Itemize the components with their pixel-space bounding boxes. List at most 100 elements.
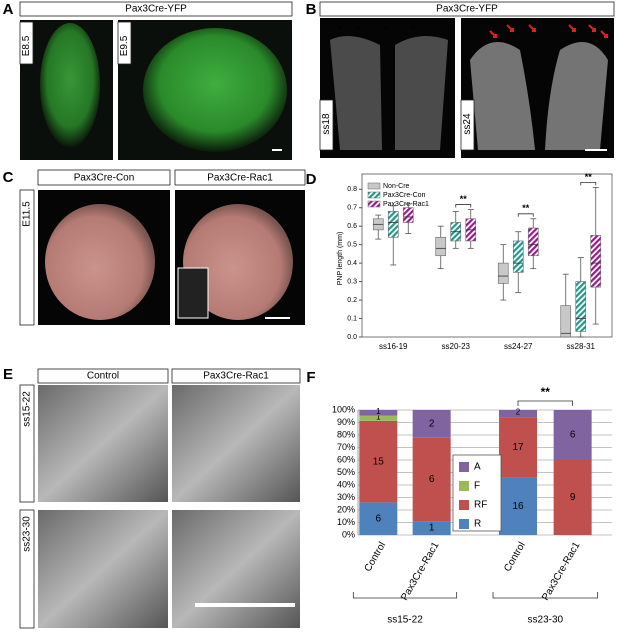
arrow [489,30,497,38]
segment-count: 2 [429,419,435,430]
group-label: ss23-30 [528,615,564,626]
panel-letter: D [306,171,317,188]
y-tick-label: 0% [342,529,355,539]
panel-letter: B [306,1,317,18]
significance-bracket [580,181,597,186]
legend-swatch [459,500,469,510]
box [402,207,414,223]
bar-segment [359,502,398,535]
marker: × [355,23,361,34]
box [512,240,524,273]
legend-swatch [459,462,469,472]
legend-label: Pax3Cre-Con [383,192,426,199]
y-tick-label: 0.7 [347,205,357,212]
label-box [19,384,35,503]
label-box [19,509,35,629]
column-label: Control [87,371,119,382]
label-box [171,368,301,384]
x-tick-label: Pax3Cre-Rac1 [399,540,442,603]
x-tick-label: Control [502,540,528,573]
bar-segment [499,410,538,418]
label-box [19,1,293,17]
photo [38,385,168,502]
y-tick-label: 80% [337,429,355,439]
label-box [37,169,171,186]
box [590,235,602,288]
plot-frame [361,173,613,338]
photo-embryo [183,204,293,320]
photo-inset [177,267,209,319]
segment-count: 1 [429,523,435,534]
bar-segment [553,460,592,535]
significance-bracket [455,204,472,208]
photo [172,510,300,628]
y-tick-label: 0.5 [347,241,357,248]
box [527,227,539,257]
segment-count: 1 [376,412,381,421]
group-bracket [492,592,599,599]
panel-title: Pax3Cre-YFP [436,4,498,15]
photo-tissue [470,42,608,150]
y-tick-label: 30% [337,492,355,502]
panel-letter: F [306,369,315,386]
legend-label: R [474,519,481,530]
box [497,262,509,284]
segment-count: 16 [512,501,524,512]
y-tick-label: 90% [337,417,355,427]
x-tick-label: ss24-27 [504,342,533,351]
segment-count: 6 [429,474,435,485]
y-tick-label: 0.2 [347,297,357,304]
box [435,236,447,257]
segment-count: 17 [512,442,524,453]
panel-letter: E [3,366,13,383]
segment-count: 15 [373,456,385,467]
segment-count: 6 [570,430,576,441]
legend-swatch [367,191,381,199]
row-label: E9.5 [119,35,130,56]
y-tick-label: 0.8 [347,186,357,193]
bar-segment [499,417,538,478]
label-box [319,99,334,151]
y-tick-label: 10% [337,517,355,527]
column-label: Pax3Cre-Con [74,173,135,184]
label-box [174,169,306,186]
arrow [506,24,514,32]
bar-segment [359,415,398,421]
arrow [528,24,536,32]
marker: × [382,23,388,34]
panel-letter: C [3,169,14,186]
label-box [37,368,169,384]
label-box [460,99,475,151]
y-tick-label: 60% [337,454,355,464]
legend-label: RF [474,500,487,511]
y-tick-label: 50% [337,467,355,477]
significance: ** [522,203,530,213]
bar-segment [553,410,592,460]
segment-count: 2 [516,408,521,417]
y-tick-label: 0.0 [347,334,357,341]
bar-segment [359,420,398,503]
segment-count: 1 [376,407,381,416]
label-box [117,21,132,65]
x-tick-label: Pax3Cre-Rac1 [540,540,583,603]
significance-bracket [517,213,534,217]
marker: × [410,23,416,34]
significance: ** [585,172,593,182]
box [560,305,572,338]
column-label: Pax3Cre-Rac1 [207,173,273,184]
column-label: Pax3Cre-Rac1 [203,371,269,382]
y-tick-label: 40% [337,479,355,489]
box [575,281,587,332]
x-tick-label: ss16-19 [379,342,408,351]
photo [38,510,168,628]
segment-count: 9 [570,492,576,503]
group-label: ss15-22 [387,615,423,626]
row-label: E8.5 [21,35,32,56]
scale-bar [195,603,295,607]
x-tick-label: Control [363,540,389,573]
y-tick-label: 20% [337,504,355,514]
row-label: ss15-22 [22,391,33,427]
label-box [19,21,34,65]
photo-embryo [45,204,155,320]
